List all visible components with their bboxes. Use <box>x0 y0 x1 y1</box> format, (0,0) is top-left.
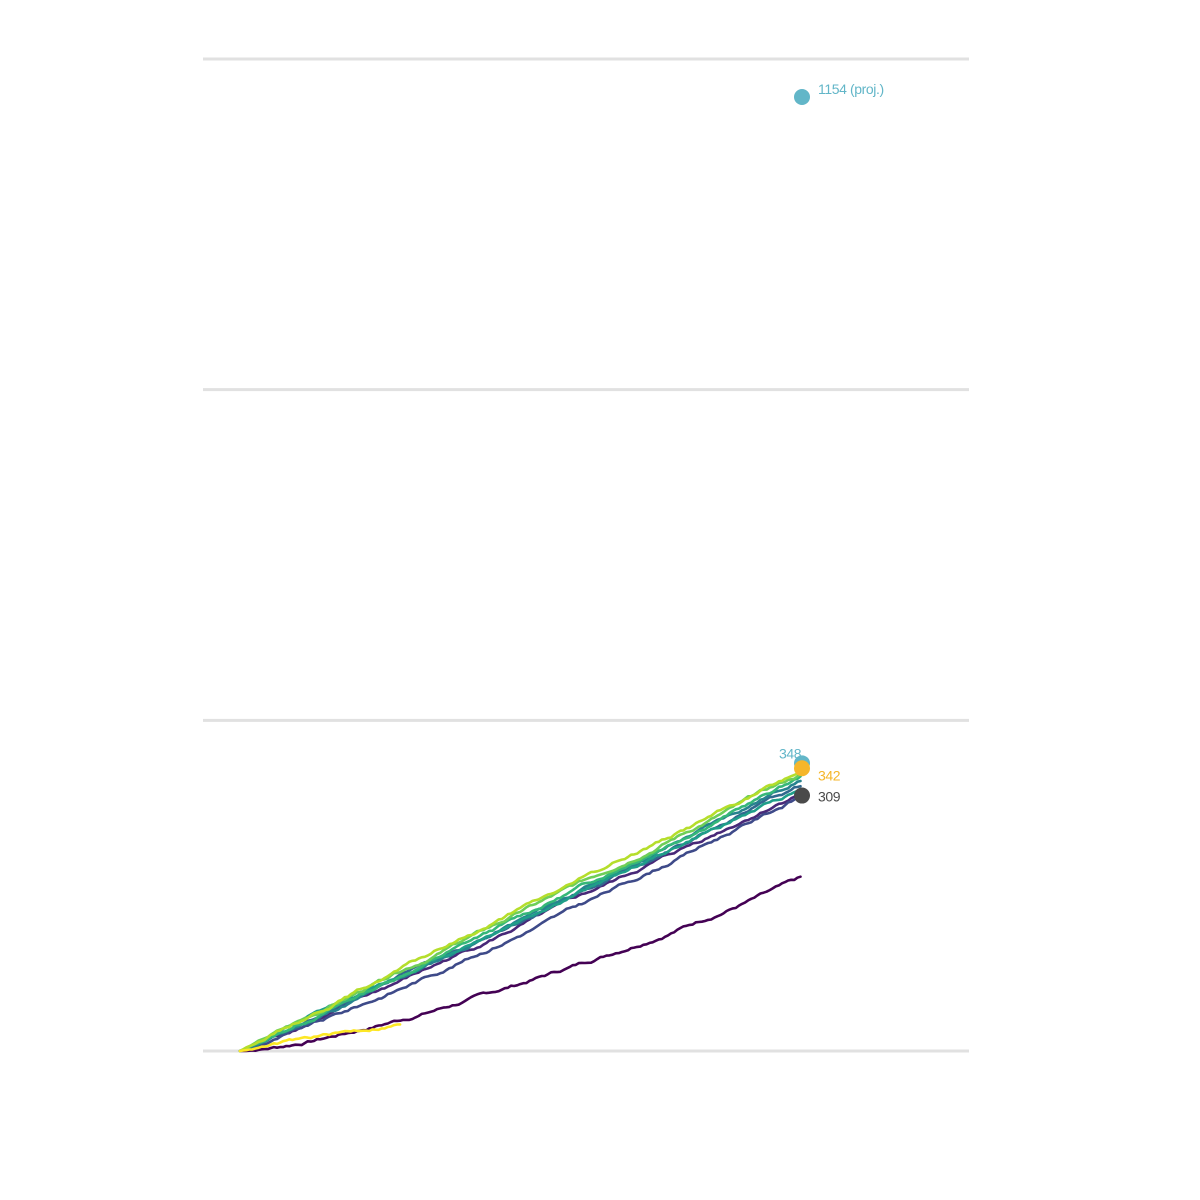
series-line-10 <box>238 1023 402 1053</box>
endpoint-marker-1 <box>794 89 810 106</box>
endpoint-label-1: 1154 (proj.) <box>818 81 884 97</box>
series-line-7 <box>238 775 802 1053</box>
series-line-3 <box>238 795 802 1053</box>
endpoint-label-4: 309 <box>818 789 841 805</box>
series-line-9 <box>238 770 802 1053</box>
endpoint-label-2: 348 <box>779 745 802 761</box>
endpoint-marker-4 <box>794 787 810 804</box>
series-line-1 <box>238 875 802 1053</box>
endpoint-label-3: 342 <box>818 767 841 783</box>
endpoint-marker-3 <box>794 760 810 777</box>
